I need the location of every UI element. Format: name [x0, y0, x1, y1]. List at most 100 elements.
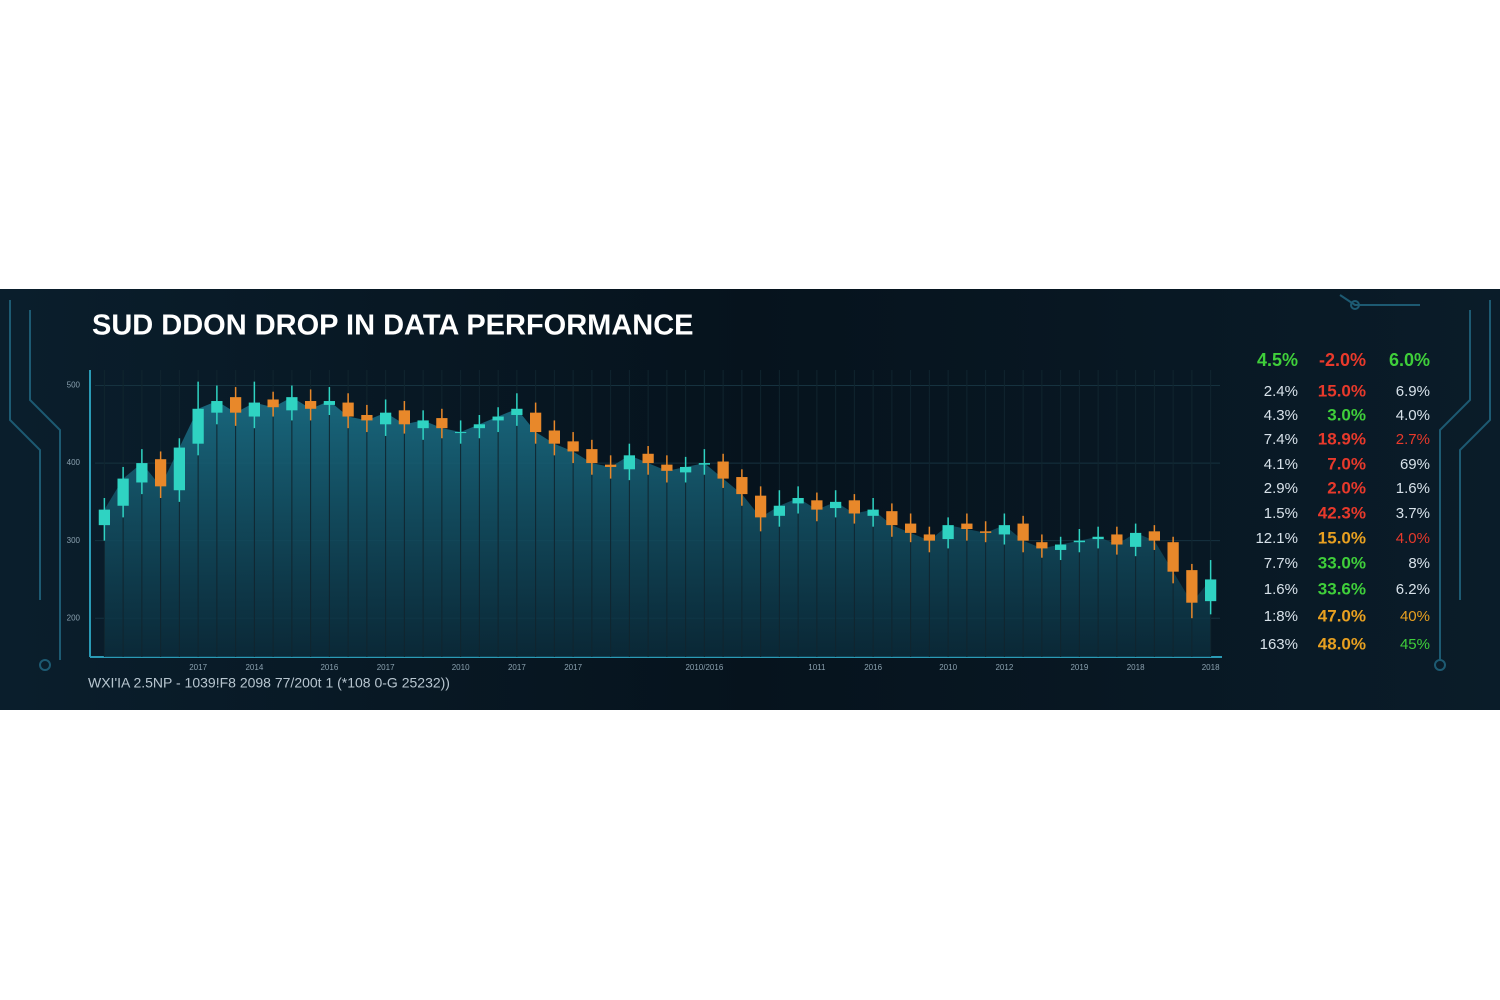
candle-body: [1186, 570, 1198, 603]
candle-body: [173, 447, 185, 491]
candle-body: [736, 477, 748, 495]
candle-body: [942, 525, 954, 540]
x-tick-label: 2017: [189, 663, 207, 672]
candle-body: [473, 424, 485, 429]
candle-body: [586, 449, 598, 464]
candle-body: [1205, 579, 1217, 602]
table-cell: 18.9%: [1318, 429, 1366, 448]
y-tick-label: 400: [67, 458, 81, 467]
table-cell: 69%: [1400, 456, 1430, 473]
candle-body: [848, 500, 860, 514]
candle-body: [1148, 531, 1160, 541]
candle-body: [886, 511, 898, 526]
candle-body: [717, 461, 729, 479]
candle-body: [773, 505, 785, 516]
table-cell: 40%: [1400, 608, 1430, 625]
table-cell: 4.5%: [1257, 350, 1298, 370]
candle-body: [267, 399, 279, 408]
x-tick-label: 2010/2016: [685, 663, 723, 672]
x-tick-label: 2017: [508, 663, 526, 672]
candle-body: [755, 495, 767, 518]
x-tick-label: 2019: [1070, 663, 1088, 672]
candle-body: [1055, 544, 1067, 550]
x-tick-label: 2016: [320, 663, 338, 672]
candle-body: [1130, 532, 1142, 547]
table-cell: 12.1%: [1255, 530, 1298, 547]
x-tick-label: 2010: [452, 663, 470, 672]
table-cell: 15.0%: [1318, 528, 1366, 547]
candle-body: [136, 463, 148, 483]
candle-body: [286, 397, 298, 411]
candle-body: [680, 466, 692, 473]
candle-body: [455, 432, 467, 434]
table-cell: 1.6%: [1396, 480, 1430, 497]
candle-body: [811, 500, 823, 510]
candle-body: [792, 497, 804, 504]
candle-body: [980, 531, 992, 533]
candle-body: [998, 525, 1010, 535]
candle-body: [230, 397, 242, 413]
candle-body: [530, 412, 542, 433]
candle-body: [98, 509, 110, 526]
chart-title: SUD DDON DROP IN DATA PERFORMANCE: [92, 310, 694, 342]
candle-body: [923, 534, 935, 541]
x-tick-label: 1011: [808, 663, 826, 672]
table-cell: 48.0%: [1318, 634, 1366, 653]
x-tick-label: 2018: [1202, 663, 1220, 672]
candle-body: [961, 523, 973, 530]
candle-body: [155, 459, 167, 487]
candle-body: [492, 416, 504, 421]
table-cell: 163%: [1260, 636, 1298, 653]
x-tick-label: 2016: [864, 663, 882, 672]
candle-body: [323, 401, 335, 405]
table-cell: 2.9%: [1264, 480, 1298, 497]
table-cell: 2.0%: [1327, 478, 1366, 497]
table-cell: 7.4%: [1264, 431, 1298, 448]
table-cell: 33.6%: [1318, 579, 1366, 598]
candle-body: [398, 410, 410, 425]
candle-body: [117, 478, 129, 506]
table-cell: 4.3%: [1264, 407, 1298, 424]
candle-body: [567, 441, 579, 452]
table-cell: 3.0%: [1327, 405, 1366, 424]
table-cell: 2.7%: [1396, 431, 1430, 448]
table-cell: 1:8%: [1264, 608, 1298, 625]
candle-body: [548, 430, 560, 444]
x-tick-label: 2010: [939, 663, 957, 672]
circuit-decor: [9, 294, 1491, 671]
candle-body: [342, 402, 354, 417]
table-cell: 4.0%: [1396, 530, 1430, 547]
y-tick-label: 200: [67, 613, 81, 622]
table-cell: 3.7%: [1396, 505, 1430, 522]
table-cell: 15.0%: [1318, 381, 1366, 400]
candle-body: [417, 420, 429, 429]
candle-body: [305, 401, 317, 409]
candle-body: [436, 418, 448, 429]
table-cell: 2.4%: [1264, 383, 1298, 400]
candle-body: [192, 408, 204, 444]
candle-body: [1017, 523, 1029, 541]
candle-body: [905, 523, 917, 533]
table-cell: 7.0%: [1327, 454, 1366, 473]
candle-body: [830, 501, 842, 509]
x-tick-label: 2014: [245, 663, 263, 672]
table-cell: 4.0%: [1396, 407, 1430, 424]
table-cell: -2.0%: [1319, 350, 1366, 370]
table-cell: 1.6%: [1264, 581, 1298, 598]
table-cell: 33.0%: [1318, 553, 1366, 572]
candle-body: [361, 414, 373, 421]
table-cell: 45%: [1400, 636, 1430, 653]
table-cell: 6.0%: [1389, 350, 1430, 370]
y-tick-label: 500: [67, 381, 81, 390]
x-tick-label: 2012: [995, 663, 1013, 672]
candle-body: [642, 453, 654, 464]
candle-body: [1111, 534, 1123, 545]
table-cell: 7.7%: [1264, 555, 1298, 572]
candle-body: [211, 401, 223, 413]
candle-body: [511, 408, 523, 415]
candle-body: [248, 402, 260, 417]
candle-body: [605, 464, 617, 467]
close-area: [104, 397, 1211, 657]
candle-body: [623, 455, 635, 470]
